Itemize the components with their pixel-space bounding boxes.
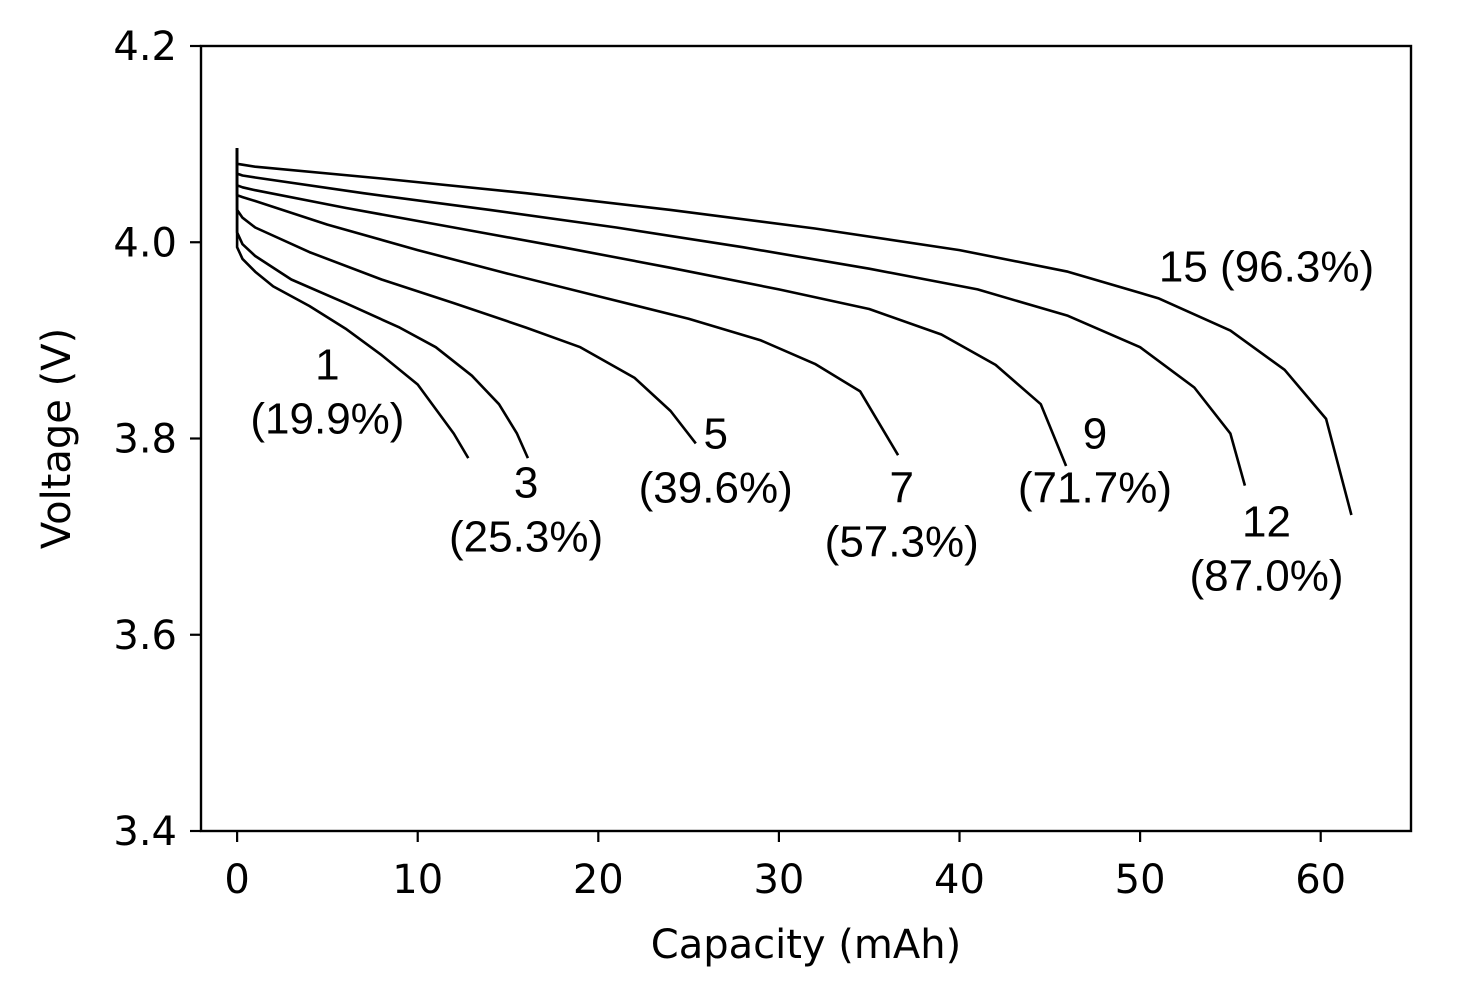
curve-label-12-percent: (87.0%) [1189, 552, 1343, 601]
curve-label-12: 12 [1242, 498, 1291, 547]
curve-label-3: 3 [514, 458, 538, 507]
discharge-curve-9 [235, 148, 1068, 467]
discharge-curve-12 [235, 148, 1247, 486]
y-tick-label: 4.0 [113, 220, 177, 266]
x-tick-label: 10 [392, 857, 443, 903]
curve-label-5-percent: (39.6%) [639, 463, 793, 512]
curve-label-7-percent: (57.3%) [825, 517, 979, 566]
x-tick-label: 40 [934, 857, 985, 903]
annotations-layer: 1 (19.9%) 3 (25.3%) 5 (39.6%) 7 (57.3%) 9 (71.7%)… [250, 243, 1374, 601]
discharge-curve-7 [235, 148, 900, 456]
curve-label-7: 7 [889, 463, 913, 512]
y-tick-label: 3.8 [113, 417, 177, 463]
curve-label-5: 5 [703, 409, 727, 458]
discharge-curve-5 [235, 148, 697, 445]
curve-label-1: 1 [315, 341, 339, 390]
x-tick-label: 20 [573, 857, 624, 903]
curve-label-9: 9 [1083, 409, 1107, 458]
x-tick-label: 50 [1115, 857, 1166, 903]
plot-frame [199, 44, 1413, 833]
y-tick-label: 3.4 [113, 809, 177, 855]
discharge-curve-3 [235, 148, 530, 459]
curve-label-9-percent: (71.7%) [1018, 463, 1172, 512]
y-tick-label: 4.2 [113, 24, 177, 70]
curves-layer [235, 148, 1353, 516]
curve-label-15: 15 (96.3%) [1159, 243, 1374, 292]
x-axis-label: Capacity (mAh) [651, 922, 961, 968]
x-tick-label: 0 [224, 857, 249, 903]
curve-label-3-percent: (25.3%) [449, 512, 603, 561]
discharge-curve-1 [235, 148, 470, 459]
discharge-curve-15 [235, 148, 1353, 516]
axes-layer: 0 10 20 30 40 50 60 3.4 3.6 3.8 4.0 4.2 [113, 24, 1346, 903]
x-tick-label: 30 [753, 857, 804, 903]
y-axis-label: Voltage (V) [34, 328, 80, 549]
x-tick-label: 60 [1295, 857, 1346, 903]
y-tick-label: 3.6 [113, 613, 177, 659]
curve-label-1-percent: (19.9%) [250, 395, 404, 444]
